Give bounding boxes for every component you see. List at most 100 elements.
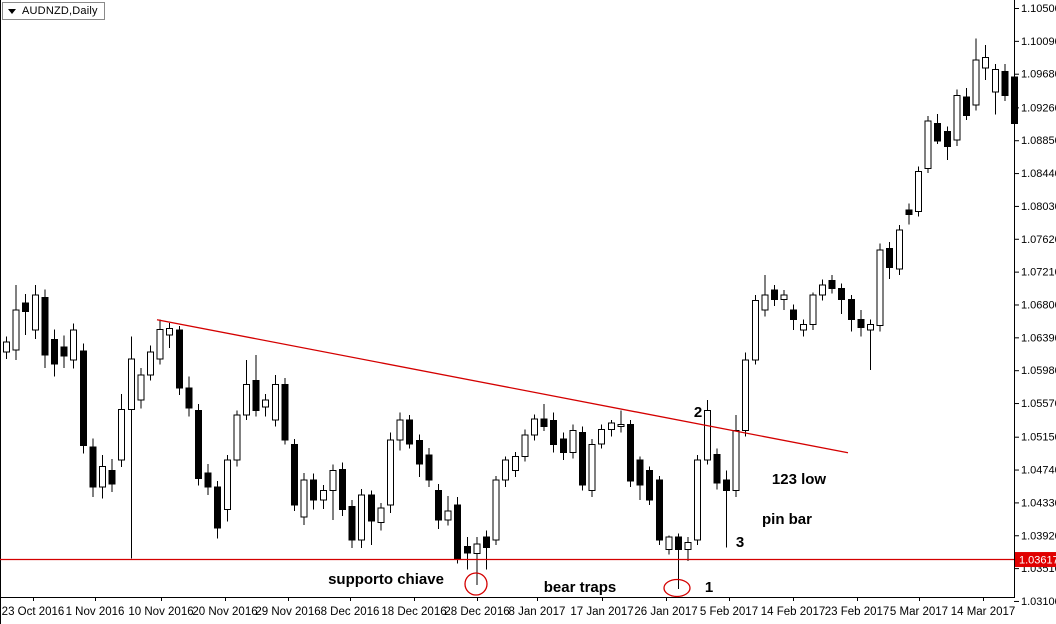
candle-body-down [291,444,298,506]
y-axis-label: 1.06800 [1021,299,1056,311]
candle-body-up [137,374,145,401]
candle-body-up [588,444,596,491]
candle-body-up [684,541,692,551]
candle-body-down [943,130,951,148]
y-axis-label: 1.05150 [1021,432,1056,444]
candle-body-up [732,429,740,491]
y-axis-label: 1.06390 [1021,332,1056,344]
candle [790,304,798,331]
candle [617,410,625,433]
candle-body-up [12,309,20,351]
candle [521,429,529,462]
candle [358,488,366,549]
candle-body-down [406,419,414,445]
candle-body-up [166,328,174,336]
candle-body-up [329,469,337,491]
candle-body-up [99,465,106,488]
candle [3,336,10,359]
candle [406,415,414,449]
candle-body-down [214,486,222,529]
candle [636,456,644,500]
candle [569,424,577,459]
candle-body-up [607,422,615,430]
candle [291,439,298,512]
candle [943,126,951,161]
chart-annotation: 123 low [772,471,827,488]
candle-body-down [559,438,567,454]
candle-body-down [1001,70,1009,96]
x-axis-label: 1 Nov 2016 [66,606,125,618]
candle [367,490,375,545]
candle [915,166,922,217]
candle-body-down [22,302,30,313]
candle [223,455,231,522]
candle-body-down [828,279,836,289]
candle-body-up [271,384,279,421]
candle [156,319,164,365]
candle-body-down [108,469,116,485]
candle-body-down [886,247,894,269]
y-axis-label: 1.09260 [1021,102,1056,114]
candle-body-down [415,440,423,465]
candle-body-down [252,380,260,411]
axes-layer: 1.10500 1.10090 1.09680 1.09260 1.08850 1.084… [2,3,1056,618]
candle-body-up [876,249,884,326]
y-axis-label: 1.05570 [1021,398,1056,410]
trendline[interactable] [156,319,849,454]
candle-body-down [713,453,721,484]
candle [540,403,548,432]
candle-body-up [867,324,874,331]
candle-body-down [771,289,778,301]
candle [819,279,826,301]
candle-body-up [70,329,78,361]
ellipse-annotation[interactable] [663,578,691,598]
candle-body-down [435,489,442,521]
x-axis-label: 18 Dec 2016 [381,606,446,618]
candle [166,322,174,348]
candle-body-up [598,428,606,445]
y-axis-label: 1.07620 [1021,234,1056,246]
candle [828,274,836,294]
chart-annotation: bear traps [544,579,617,596]
candle-body-up [819,284,826,296]
candle [598,424,606,449]
candle-body-down [89,446,97,488]
candle-body-down [905,209,913,216]
candle [175,326,183,396]
candle [262,394,270,417]
candle [531,414,538,441]
candle [876,243,884,332]
candle-body-up [569,429,577,454]
candle [204,463,212,496]
ellipse-annotation[interactable] [464,572,488,596]
candle-body-up [31,294,39,331]
candle [780,290,788,311]
candle [588,439,596,497]
candle [809,292,817,331]
candle-body-up [473,543,481,555]
candle [550,412,558,453]
chart-annotation: 2 [694,404,702,421]
candle-body-down [425,454,433,481]
chart-annotation: supporto chiave [328,571,444,588]
y-axis-label: 1.08440 [1021,168,1056,180]
candle-body-down [60,346,68,357]
candle-body-down [1011,76,1018,124]
candle-body-up [300,479,308,518]
candle-body-down [675,536,682,551]
candle-body-up [799,324,807,331]
candle [281,378,289,445]
symbol-selector[interactable]: AUDNZD,Daily [2,2,105,20]
candle-body-up [156,328,164,360]
candle-body-down [838,287,846,301]
candle [415,434,423,477]
candle [396,412,404,451]
candle [444,495,452,526]
candle [963,88,970,121]
candle [982,44,990,81]
candle [435,483,442,529]
candle-body-up [617,424,625,427]
candle-body-down [339,469,346,511]
